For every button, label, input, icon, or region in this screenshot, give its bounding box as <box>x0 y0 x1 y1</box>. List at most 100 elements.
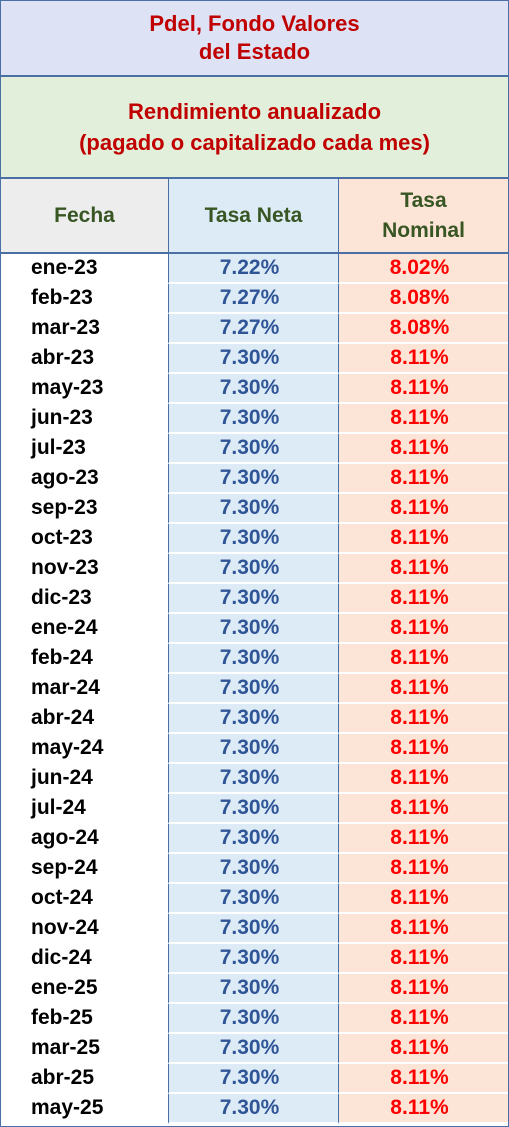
table-cell: 7.30% <box>169 434 339 464</box>
table-row: dic-24 7.30% 8.11% <box>1 944 508 974</box>
table-row: may-23 7.30% 8.11% <box>1 374 508 404</box>
table-row: dic-23 7.30% 8.11% <box>1 584 508 614</box>
table-cell: 8.11% <box>339 764 508 794</box>
table-cell: 8.11% <box>339 1034 508 1064</box>
table-cell: 8.11% <box>339 404 508 434</box>
table-cell: abr-23 <box>1 344 169 374</box>
table-cell: jun-24 <box>1 764 169 794</box>
table-cell: 8.11% <box>339 374 508 404</box>
table-cell: 7.30% <box>169 794 339 824</box>
table-cell: nov-23 <box>1 554 169 584</box>
table-cell: 7.30% <box>169 464 339 494</box>
table-row: ago-24 7.30% 8.11% <box>1 824 508 854</box>
table-row: feb-23 7.27% 8.08% <box>1 284 508 314</box>
table-cell: 8.11% <box>339 824 508 854</box>
table-cell: may-25 <box>1 1094 169 1124</box>
table-cell: 8.11% <box>339 794 508 824</box>
table-cell: feb-24 <box>1 644 169 674</box>
table-cell: dic-23 <box>1 584 169 614</box>
table-cell: 8.11% <box>339 1004 508 1034</box>
table-cell: 7.30% <box>169 944 339 974</box>
subtitle-line: Rendimiento anualizado <box>127 99 382 124</box>
table-cell: 7.30% <box>169 614 339 644</box>
table-cell: 8.11% <box>339 944 508 974</box>
table-cell: 8.11% <box>339 704 508 734</box>
table-cell: abr-24 <box>1 704 169 734</box>
table-cell: oct-24 <box>1 884 169 914</box>
table-cell: 8.11% <box>339 434 508 464</box>
table-row: ene-23 7.22% 8.02% <box>1 254 508 284</box>
table-cell: 7.30% <box>169 824 339 854</box>
table-cell: jul-23 <box>1 434 169 464</box>
table-cell: 8.11% <box>339 644 508 674</box>
table-cell: 7.30% <box>169 884 339 914</box>
table-row: may-24 7.30% 8.11% <box>1 734 508 764</box>
table-row: abr-23 7.30% 8.11% <box>1 344 508 374</box>
table-body: ene-23 7.22% 8.02% feb-23 7.27% 8.08% mar-23 7.… <box>1 254 508 1124</box>
table-cell: 7.30% <box>169 1034 339 1064</box>
subtitle-line: (pagado o capitalizado cada mes) <box>79 130 430 155</box>
table-cell: 8.11% <box>339 1064 508 1094</box>
table-cell: feb-23 <box>1 284 169 314</box>
table-cell: 8.11% <box>339 344 508 374</box>
table-cell: may-23 <box>1 374 169 404</box>
table-cell: 7.30% <box>169 584 339 614</box>
table-cell: 7.27% <box>169 314 339 344</box>
title-line: del Estado <box>198 39 311 64</box>
table-cell: jun-23 <box>1 404 169 434</box>
table-cell: may-24 <box>1 734 169 764</box>
table-cell: 7.30% <box>169 1094 339 1124</box>
table-row: nov-23 7.30% 8.11% <box>1 554 508 584</box>
table-cell: ago-23 <box>1 464 169 494</box>
table-cell: nov-24 <box>1 914 169 944</box>
table-row: ene-25 7.30% 8.11% <box>1 974 508 1004</box>
table-row: mar-23 7.27% 8.08% <box>1 314 508 344</box>
table-row: oct-24 7.30% 8.11% <box>1 884 508 914</box>
table-cell: 8.11% <box>339 1094 508 1124</box>
table-row: ene-24 7.30% 8.11% <box>1 614 508 644</box>
header-text: Tasa Neta <box>204 203 303 227</box>
table-row: abr-25 7.30% 8.11% <box>1 1064 508 1094</box>
table-row: jul-23 7.30% 8.11% <box>1 434 508 464</box>
table-cell: jul-24 <box>1 794 169 824</box>
table-cell: 7.27% <box>169 284 339 314</box>
table-cell: 8.11% <box>339 494 508 524</box>
subtitle-box: Rendimiento anualizado (pagado o capital… <box>1 77 508 179</box>
table-row: jun-23 7.30% 8.11% <box>1 404 508 434</box>
table-row: ago-23 7.30% 8.11% <box>1 464 508 494</box>
table-cell: 8.11% <box>339 614 508 644</box>
header-cell: Tasa Neta <box>169 179 339 252</box>
table-cell: oct-23 <box>1 524 169 554</box>
table-cell: ene-23 <box>1 254 169 284</box>
table-cell: 8.02% <box>339 254 508 284</box>
table-row: mar-24 7.30% 8.11% <box>1 674 508 704</box>
table-cell: ene-24 <box>1 614 169 644</box>
table-cell: 7.30% <box>169 974 339 1004</box>
table-cell: abr-25 <box>1 1064 169 1094</box>
table-cell: mar-23 <box>1 314 169 344</box>
title-box: Pdel, Fondo Valores del Estado <box>1 1 508 77</box>
table-cell: 7.30% <box>169 374 339 404</box>
table-cell: 8.11% <box>339 584 508 614</box>
table-row: jul-24 7.30% 8.11% <box>1 794 508 824</box>
table-cell: 8.08% <box>339 284 508 314</box>
table-cell: mar-25 <box>1 1034 169 1064</box>
table-cell: dic-24 <box>1 944 169 974</box>
table-cell: 7.30% <box>169 854 339 884</box>
table-cell: 7.30% <box>169 554 339 584</box>
table-cell: 8.11% <box>339 974 508 1004</box>
table-cell: 8.11% <box>339 734 508 764</box>
table-cell: 8.11% <box>339 914 508 944</box>
table-cell: 8.11% <box>339 854 508 884</box>
table-cell: 7.30% <box>169 344 339 374</box>
table-header: Fecha Tasa Neta Tasa Nominal <box>1 179 508 254</box>
table-cell: feb-25 <box>1 1004 169 1034</box>
table-row: nov-24 7.30% 8.11% <box>1 914 508 944</box>
table-cell: 7.30% <box>169 734 339 764</box>
table-cell: 7.30% <box>169 914 339 944</box>
table-row: jun-24 7.30% 8.11% <box>1 764 508 794</box>
table-cell: 7.30% <box>169 404 339 434</box>
table-row: feb-24 7.30% 8.11% <box>1 644 508 674</box>
table-cell: 8.11% <box>339 674 508 704</box>
